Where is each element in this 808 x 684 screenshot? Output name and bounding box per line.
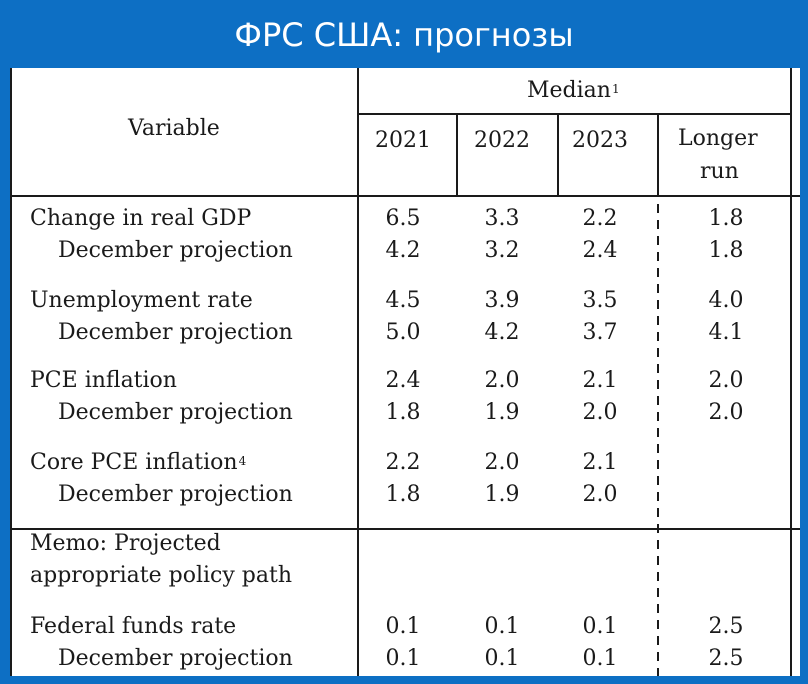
table-cell: 4.1 [708, 320, 744, 345]
year-2023-header: 2023 [572, 128, 628, 153]
table-cell: 3.3 [484, 206, 520, 231]
table-rules [10, 68, 800, 676]
table-cell: 0.1 [385, 614, 421, 639]
table-cell: 2.0 [582, 400, 618, 425]
table-cell: 2.1 [582, 450, 618, 475]
slide-title: ФРС США: прогнозы [234, 16, 574, 54]
table-cell: 0.1 [385, 646, 421, 671]
table-cell: 2.0 [484, 450, 520, 475]
table-cell: 6.5 [385, 206, 421, 231]
row-label-pce-inflation: PCE inflation [30, 368, 177, 393]
table-cell: 2.5 [708, 614, 744, 639]
median-header: Median1 [527, 78, 620, 103]
table-cell: 2.5 [708, 646, 744, 671]
core-pce-footnote: 4 [238, 454, 247, 468]
table-cell: 4.5 [385, 288, 421, 313]
table-cell: 5.0 [385, 320, 421, 345]
table-cell: 3.7 [582, 320, 618, 345]
row-label-core-pce-inflation: Core PCE inflation4 [30, 450, 247, 475]
table-cell: 1.9 [484, 400, 520, 425]
table-cell: 3.9 [484, 288, 520, 313]
table-cell: 2.0 [708, 368, 744, 393]
table-cell: 0.1 [582, 614, 618, 639]
row-label-real-gdp: Change in real GDP [30, 206, 252, 231]
table-cell: 1.8 [385, 400, 421, 425]
memo-label-line1: Memo: Projected [30, 531, 221, 556]
table-cell: 3.5 [582, 288, 618, 313]
table-cell: 3.2 [484, 238, 520, 263]
table-cell: 2.0 [582, 482, 618, 507]
table-cell: 4.2 [484, 320, 520, 345]
longer-run-header-line1: Longer [678, 126, 758, 151]
row-label-december-projection: December projection [58, 482, 293, 507]
variable-header: Variable [128, 116, 220, 141]
row-label-federal-funds-rate: Federal funds rate [30, 614, 237, 639]
table-cell: 2.1 [582, 368, 618, 393]
row-label-unemployment-rate: Unemployment rate [30, 288, 253, 313]
table-cell: 1.8 [385, 482, 421, 507]
median-footnote: 1 [611, 82, 620, 96]
year-2021-header: 2021 [375, 128, 431, 153]
row-label-december-projection: December projection [58, 320, 293, 345]
row-label-december-projection: December projection [58, 238, 293, 263]
table-cell: 0.1 [582, 646, 618, 671]
row-label-december-projection: December projection [58, 646, 293, 671]
table-cell: 2.0 [484, 368, 520, 393]
table-cell: 4.2 [385, 238, 421, 263]
table-cell: 2.4 [385, 368, 421, 393]
table-cell: 2.2 [582, 206, 618, 231]
table-cell: 0.1 [484, 614, 520, 639]
projections-table: Variable Median1 2021 2022 2023 Longer r… [10, 68, 800, 676]
table-cell: 1.8 [708, 206, 744, 231]
table-cell: 2.0 [708, 400, 744, 425]
table-cell: 2.2 [385, 450, 421, 475]
table-cell: 1.9 [484, 482, 520, 507]
table-cell: 2.4 [582, 238, 618, 263]
row-label-december-projection: December projection [58, 400, 293, 425]
longer-run-header-line2: run [700, 159, 739, 184]
memo-label-line2: appropriate policy path [30, 563, 293, 588]
table-cell: 1.8 [708, 238, 744, 263]
table-cell: 0.1 [484, 646, 520, 671]
table-cell: 4.0 [708, 288, 744, 313]
year-2022-header: 2022 [474, 128, 530, 153]
